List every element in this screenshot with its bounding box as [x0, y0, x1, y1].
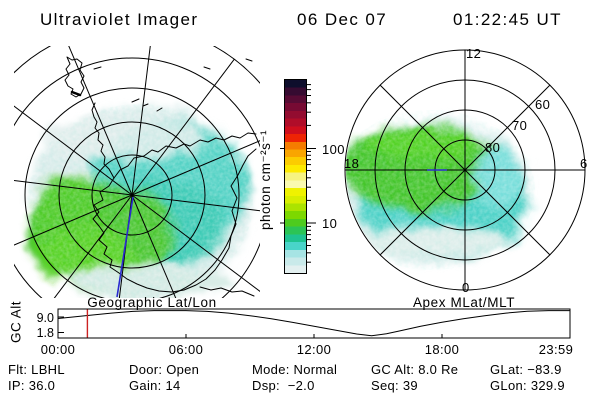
- mlat-label-60: 60: [535, 97, 551, 112]
- status-ip: IP: 36.0: [8, 378, 56, 393]
- status-glon: GLon: 329.9: [490, 378, 565, 393]
- ytick-1-8: 1.8: [36, 326, 54, 340]
- mlt-label-18: 18: [344, 156, 360, 171]
- status-flt: Flt: LBHL: [8, 362, 65, 377]
- date-label: 06 Dec 07: [297, 10, 388, 29]
- status-dsp: Dsp: −2.0: [252, 378, 315, 393]
- speckle-noise: [346, 110, 535, 270]
- right-panel-caption: Apex MLat/MLT: [412, 295, 516, 310]
- mlt-label-12: 12: [466, 46, 482, 61]
- ytick-9: 9.0: [36, 311, 54, 325]
- mlat-label-70: 70: [512, 118, 528, 133]
- ground-track-line: [116, 196, 134, 298]
- colorbar-axis-label: photon cm⁻²s⁻¹: [258, 129, 273, 231]
- coastlines: [64, 56, 257, 297]
- time-label: 01:22:45 UT: [453, 10, 562, 29]
- colorbar-tick-100: 100: [322, 142, 345, 157]
- xtick-1800: 18:00: [424, 342, 460, 357]
- geographic-map-panel: [14, 46, 260, 298]
- xtick-1200: 12:00: [296, 342, 332, 357]
- mlt-label-6: 6: [580, 156, 588, 171]
- status-mode: Mode: Normal: [252, 362, 338, 377]
- status-door: Door: Open: [129, 362, 200, 377]
- xtick-0600: 06:00: [168, 342, 204, 357]
- colorbar-tick-10: 10: [322, 216, 338, 231]
- pole-point: [130, 193, 134, 197]
- status-seq: Seq: 39: [371, 378, 418, 393]
- strip-chart-ticks: [58, 316, 443, 338]
- mlt-label-0: 0: [462, 280, 470, 295]
- instrument-title: Ultraviolet Imager: [40, 10, 199, 29]
- latlon-grid: [14, 46, 260, 298]
- strip-chart-ylabel: GC Alt: [8, 300, 24, 344]
- xtick-2359: 23:59: [538, 342, 574, 357]
- status-gain: Gain: 14: [129, 378, 181, 393]
- colorbar-ticks: [280, 84, 316, 263]
- mlat-mlt-grid: [344, 49, 586, 291]
- status-gcalt: GC Alt: 8.0 Re: [371, 362, 459, 377]
- apex-panel: [346, 110, 535, 270]
- status-glat: GLat: −83.9: [490, 362, 562, 377]
- colorbar-gradient: [284, 79, 307, 274]
- gc-alt-curve: [57, 310, 570, 337]
- mlat-label-80: 80: [485, 140, 501, 155]
- gc-alt-strip-chart: [57, 308, 571, 339]
- left-panel-caption: Geographic Lat/Lon: [87, 295, 217, 310]
- xtick-0000: 00:00: [40, 342, 76, 357]
